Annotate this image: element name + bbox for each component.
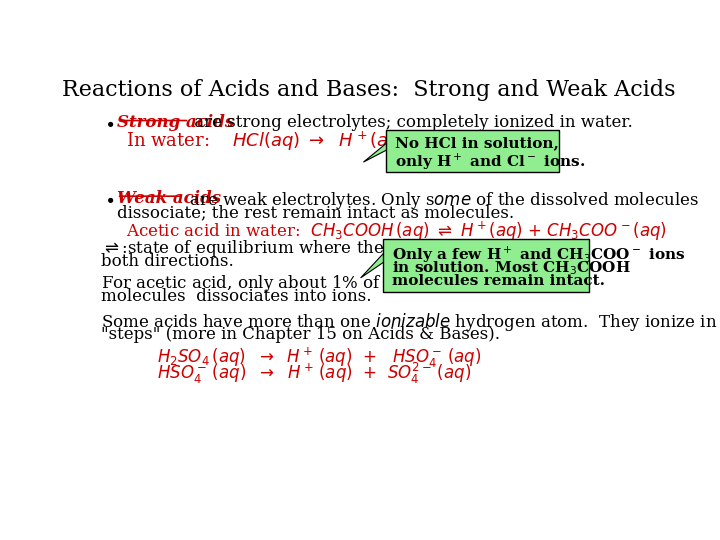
Text: $\bullet$: $\bullet$ [104,190,114,207]
Text: both directions.: both directions. [101,253,234,270]
Text: $\mathit{HSO_4^-\,(aq)}$  $\rightarrow$  $\mathit{H^+\,(aq)}$  $+$  $\mathit{SO_: $\mathit{HSO_4^-\,(aq)}$ $\rightarrow$ $… [157,361,471,386]
Text: molecules  dissociates into ions.: molecules dissociates into ions. [101,288,372,305]
Text: Strong acids: Strong acids [117,114,234,131]
Text: dissociate; the rest remain intact as molecules.: dissociate; the rest remain intact as mo… [117,205,514,221]
Text: Some acids have more than one $\mathit{ionizable}$ hydrogen atom.  They ionize i: Some acids have more than one $\mathit{i… [101,311,718,333]
Text: $\mathit{H_2SO_4\,(aq)}$  $\rightarrow$  $\mathit{H^+\,(aq)}$  $+$   $\mathit{HS: $\mathit{H_2SO_4\,(aq)}$ $\rightarrow$ $… [157,346,482,370]
FancyBboxPatch shape [383,239,590,292]
Text: For acetic acid, only about 1% of the CH$_3$COOH: For acetic acid, only about 1% of the CH… [101,273,508,294]
Polygon shape [361,251,386,278]
Text: Acetic acid in water:  $\mathit{CH_3COOH\,(aq)}$ $\rightleftharpoons$ $\mathit{H: Acetic acid in water: $\mathit{CH_3COOH\… [126,219,667,243]
Text: are strong electrolytes; completely ionized in water.: are strong electrolytes; completely ioni… [189,114,633,131]
FancyBboxPatch shape [386,130,559,172]
Text: In water:    $\mathit{HCl(aq)}$ $\rightarrow$  $\mathit{H^+(aq)}$  $+$  $\mathit: In water: $\mathit{HCl(aq)}$ $\rightarro… [126,130,516,153]
Text: in solution. Most CH$_3$COOH: in solution. Most CH$_3$COOH [392,259,631,277]
Text: Reactions of Acids and Bases:  Strong and Weak Acids: Reactions of Acids and Bases: Strong and… [62,79,676,102]
Text: No HCl in solution,: No HCl in solution, [395,136,559,150]
Text: are weak electrolytes. Only s$\mathit{ome}$ of the dissolved molecules: are weak electrolytes. Only s$\mathit{om… [184,190,698,211]
Text: only H$^+$ and Cl$^-$ ions.: only H$^+$ and Cl$^-$ ions. [395,152,585,172]
Text: Only a few H$^+$ and CH$_3$COO$^-$ ions: Only a few H$^+$ and CH$_3$COO$^-$ ions [392,245,685,265]
Polygon shape [364,141,389,162]
Text: "steps" (more in Chapter 15 on Acids & Bases).: "steps" (more in Chapter 15 on Acids & B… [101,326,500,343]
Text: $\rightleftharpoons$:state of equilibrium where the rxn. occurs in: $\rightleftharpoons$:state of equilibriu… [101,238,506,259]
Text: $\bullet$: $\bullet$ [104,114,114,132]
Text: Weak acids: Weak acids [117,190,221,206]
Text: molecules remain intact.: molecules remain intact. [392,274,606,288]
